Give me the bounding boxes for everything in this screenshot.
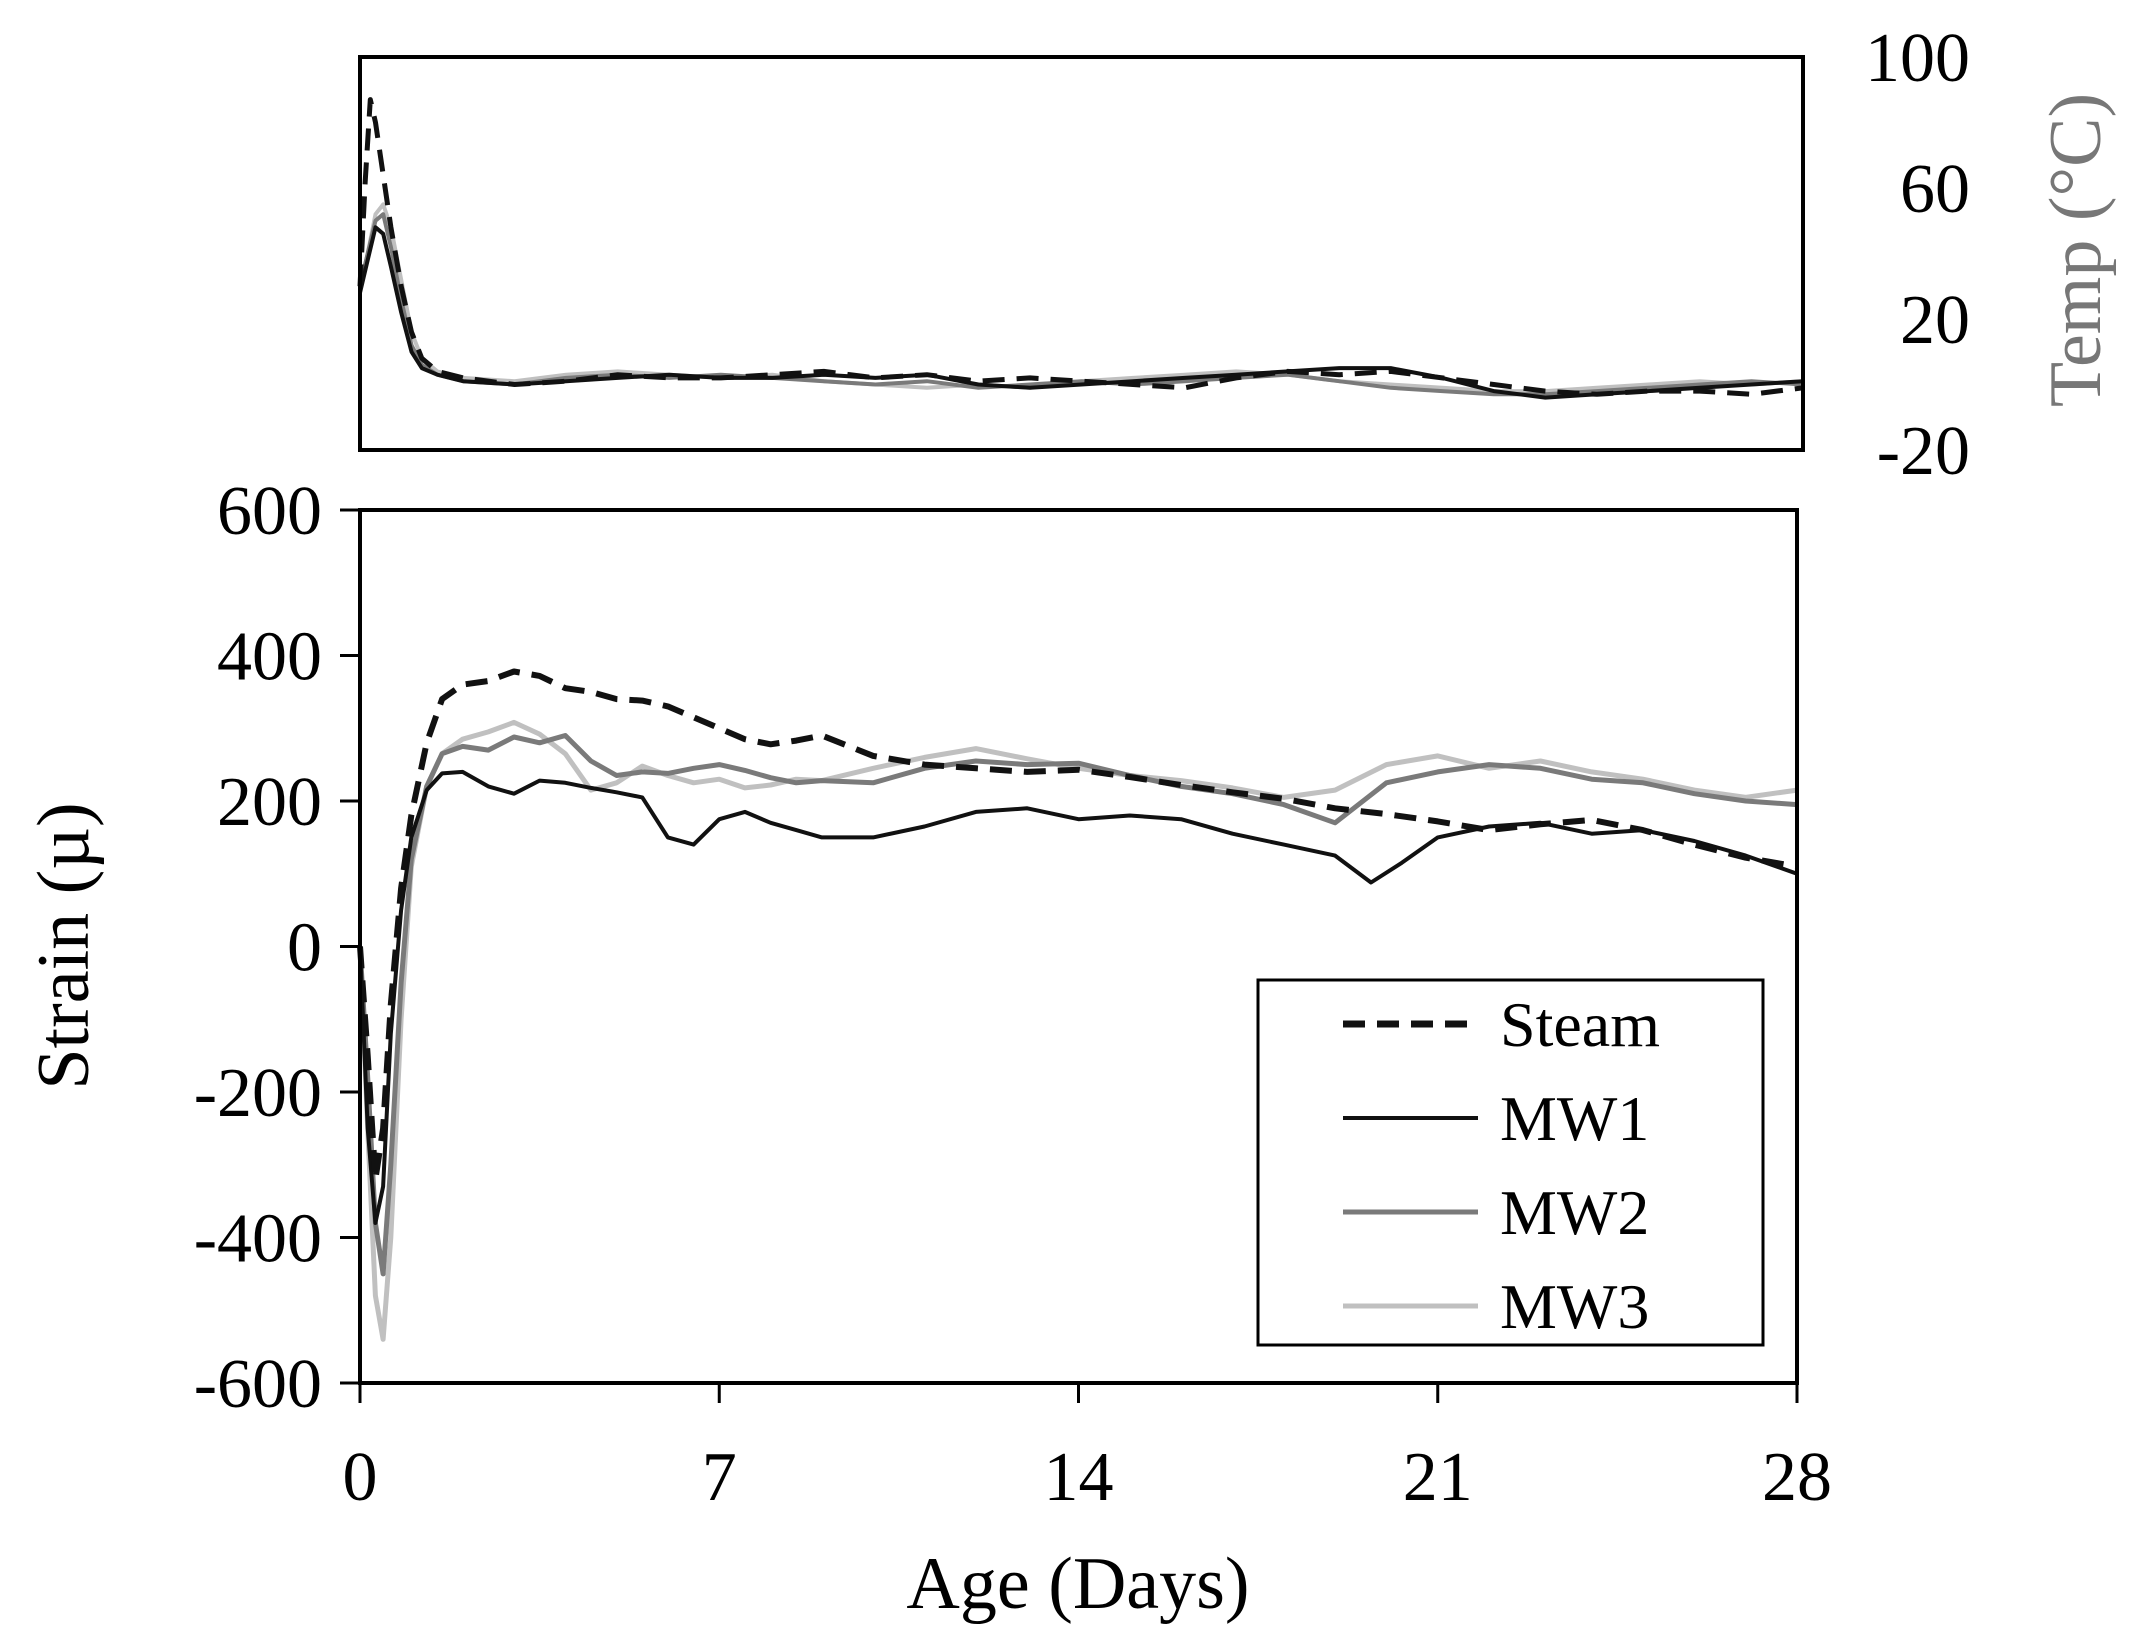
strain-series-mw1: [358, 769, 1798, 1225]
temp-y-tick-label: 100: [1865, 20, 1970, 97]
strain-panel: -600 -400 -200 0 200 400 600 0 7 14 21 28 Strain (µ…: [23, 473, 1832, 1625]
age-x-tick-label: 7: [702, 1439, 737, 1516]
strain-y-tick-label: 600: [217, 473, 322, 550]
legend: Steam MW1 MW2 MW3: [1256, 978, 1765, 1347]
temp-series-mw3: [358, 202, 1804, 394]
strain-y-tick-label: -200: [194, 1055, 322, 1132]
temperature-tick-labels: -20 20 60 100: [1865, 20, 1970, 490]
temperature-panel: -20 20 60 100 Temp (°C): [357, 20, 2117, 490]
temp-y-tick-label: 60: [1900, 151, 1970, 228]
age-axis-label: Age (Days): [906, 1543, 1249, 1625]
age-x-tick-label: 28: [1762, 1439, 1832, 1516]
strain-series-group: [357, 668, 1798, 1342]
strain-y-tick-label: 0: [287, 910, 322, 987]
strain-y-tick-label: 400: [217, 619, 322, 696]
temperature-plot-frame: [358, 55, 1805, 452]
strain-axis-label: Strain (µ): [23, 802, 105, 1089]
temp-series-steam: [357, 97, 1804, 397]
legend-box: [1256, 978, 1765, 1347]
strain-y-tick-label: 200: [217, 764, 322, 841]
age-x-tick-label: 21: [1403, 1439, 1473, 1516]
strain-y-tick-label: -600: [194, 1346, 322, 1423]
legend-label-mw2: MW2: [1500, 1177, 1649, 1248]
temperature-series-group: [357, 97, 1804, 400]
age-x-tick-label: 0: [343, 1439, 378, 1516]
legend-label-mw1: MW1: [1500, 1083, 1649, 1154]
age-x-tick-label: 14: [1044, 1439, 1114, 1516]
strain-axis-ticks: -600 -400 -200 0 200 400 600 0 7 14 21 28: [194, 473, 1832, 1516]
legend-label-steam: Steam: [1500, 989, 1660, 1060]
temp-series-mw2: [358, 212, 1804, 397]
strain-series-mw2: [357, 733, 1798, 1277]
legend-label-mw3: MW3: [1500, 1271, 1649, 1342]
strain-series-steam: [357, 668, 1798, 1183]
temperature-axis-label: Temp (°C): [2035, 93, 2117, 407]
strain-y-tick-label: -400: [194, 1201, 322, 1278]
temp-y-tick-label: 20: [1900, 282, 1970, 359]
temp-y-tick-label: -20: [1877, 413, 1970, 490]
